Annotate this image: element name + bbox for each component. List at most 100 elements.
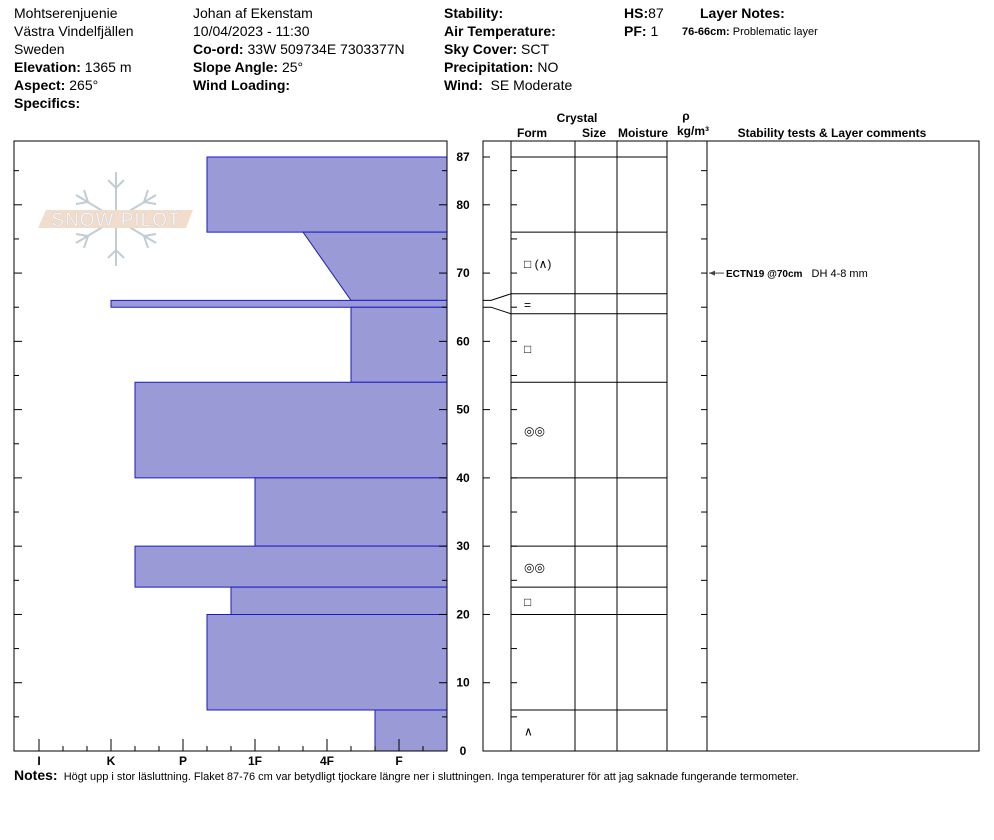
wind-label: Wind: xyxy=(444,77,483,93)
hardness-bar xyxy=(254,477,448,547)
layer-notes-title: Layer Notes: xyxy=(700,4,785,22)
wind-value: SE Moderate xyxy=(490,77,573,93)
wind: Wind: SE Moderate xyxy=(444,76,572,94)
coord: Co-ord: 33W 509734E 7303377N xyxy=(193,40,405,58)
hardness-bar xyxy=(134,381,448,479)
header-moisture: Moisture xyxy=(618,126,668,140)
hardness-label: K xyxy=(107,754,116,768)
depth-label: 80 xyxy=(456,198,470,212)
region: Västra Vindelfjällen xyxy=(14,23,134,39)
location: Mohtserenjuenie xyxy=(14,5,118,21)
specifics-label: Specifics: xyxy=(14,95,81,111)
stability-test-result: ECTN19 @70cm xyxy=(726,269,803,280)
hardness-bar xyxy=(206,613,448,711)
depth-label: 40 xyxy=(456,471,470,485)
observer: Johan af Ekenstam xyxy=(193,5,313,21)
hardness-bar xyxy=(206,156,448,233)
grain-form: ◎◎ xyxy=(524,561,545,575)
hardness-bar xyxy=(374,709,448,752)
wind-loading-label: Wind Loading: xyxy=(193,77,291,93)
header-crystal: Crystal xyxy=(557,111,598,125)
weather-info: Stability: Air Temperature: Sky Cover: S… xyxy=(444,4,572,94)
depth-label: 30 xyxy=(456,539,470,553)
elevation-label: Elevation: xyxy=(14,59,81,75)
snowpilot-logo: SNOW PILOT xyxy=(38,172,193,266)
hardness-bar xyxy=(134,545,448,588)
depth-label: 10 xyxy=(456,676,470,690)
pf: PF: 1 xyxy=(624,22,664,40)
spacer xyxy=(802,268,805,280)
stability-label: Stability: xyxy=(444,5,504,21)
layer-boundary-connector xyxy=(483,306,512,315)
layer-note-range: 76-66cm: xyxy=(682,26,730,38)
sky-label: Sky Cover: xyxy=(444,41,518,57)
precip-value: NO xyxy=(537,59,559,75)
elevation: Elevation: 1365 m xyxy=(14,58,134,76)
air-temp: Air Temperature: xyxy=(444,22,572,40)
elevation-value: 1365 m xyxy=(84,59,132,75)
depth-label: 87 xyxy=(456,150,470,164)
hardness-label: I xyxy=(37,754,40,768)
notes-label: Notes: xyxy=(14,767,58,783)
grain-form: ∧ xyxy=(524,725,533,739)
hardness-label: 4F xyxy=(320,754,334,768)
hardness-label: 1F xyxy=(248,754,262,768)
header-comments: Stability tests & Layer comments xyxy=(738,126,927,140)
observation-info: Johan af Ekenstam 10/04/2023 - 11:30 Co-… xyxy=(193,4,405,94)
grain-form: ◎◎ xyxy=(524,424,545,438)
precip: Precipitation: NO xyxy=(444,58,572,76)
header-density-unit: kg/m³ xyxy=(677,124,709,138)
depth-label: 20 xyxy=(456,607,470,621)
grain-form: □ xyxy=(524,595,531,609)
layer-boundary-connector xyxy=(483,293,512,301)
hardness-bar xyxy=(230,586,448,615)
site-info: Mohtserenjuenie Västra Vindelfjällen Swe… xyxy=(14,4,134,112)
grain-form: □ xyxy=(524,342,531,356)
hs-pf: HS:87 PF: 1 xyxy=(624,4,664,40)
slope-label: Slope Angle: xyxy=(193,59,279,75)
country: Sweden xyxy=(14,41,65,57)
hs: HS:87 xyxy=(624,4,664,22)
stability-test-comment: DH 4-8 mm xyxy=(812,268,868,280)
layer-notes-label: Layer Notes: xyxy=(700,5,785,21)
specifics: Specifics: xyxy=(14,94,134,112)
sky-value: SCT xyxy=(521,41,550,57)
pf-label: PF: xyxy=(624,23,647,39)
slope-value: 25° xyxy=(281,59,304,75)
hs-value: 87 xyxy=(648,5,664,21)
slope: Slope Angle: 25° xyxy=(193,58,405,76)
logo-text: SNOW PILOT xyxy=(51,210,180,231)
grain-form: □ (∧) xyxy=(524,257,551,271)
depth-label: 0 xyxy=(460,744,467,758)
hardness-label: P xyxy=(179,754,187,768)
depth-label: 50 xyxy=(456,403,470,417)
notes-text: Högt upp i stor läsluttning. Flaket 87-7… xyxy=(63,771,799,783)
sky: Sky Cover: SCT xyxy=(444,40,572,58)
logo-banner xyxy=(38,210,193,228)
aspect-label: Aspect: xyxy=(14,77,66,93)
depth-label: 70 xyxy=(456,266,470,280)
header-rho: ρ xyxy=(682,109,689,123)
air-temp-label: Air Temperature: xyxy=(444,23,556,39)
coord-value: 33W 509734E 7303377N xyxy=(247,41,405,57)
hardness-bar xyxy=(350,306,448,383)
header-form: Form xyxy=(517,126,547,140)
layer-note-text: Problematic layer xyxy=(732,26,818,38)
wind-loading: Wind Loading: xyxy=(193,76,405,94)
stability-test: ECTN19 @70cm DH 4-8 mm xyxy=(726,268,868,280)
hardness-bar xyxy=(110,299,448,308)
grain-form: = xyxy=(524,298,531,312)
pf-value: 1 xyxy=(650,23,659,39)
notes: Notes: Högt upp i stor läsluttning. Flak… xyxy=(14,767,799,783)
aspect: Aspect: 265° xyxy=(14,76,134,94)
aspect-value: 265° xyxy=(69,77,99,93)
layer-note: 76-66cm: Problematic layer xyxy=(682,23,818,41)
hs-label: HS: xyxy=(624,5,649,21)
table-frame xyxy=(482,140,980,752)
hardness-bar xyxy=(302,231,448,301)
precip-label: Precipitation: xyxy=(444,59,534,75)
datetime: 10/04/2023 - 11:30 xyxy=(193,23,310,39)
header-size: Size xyxy=(582,126,606,140)
arrow-head-icon xyxy=(709,270,715,276)
